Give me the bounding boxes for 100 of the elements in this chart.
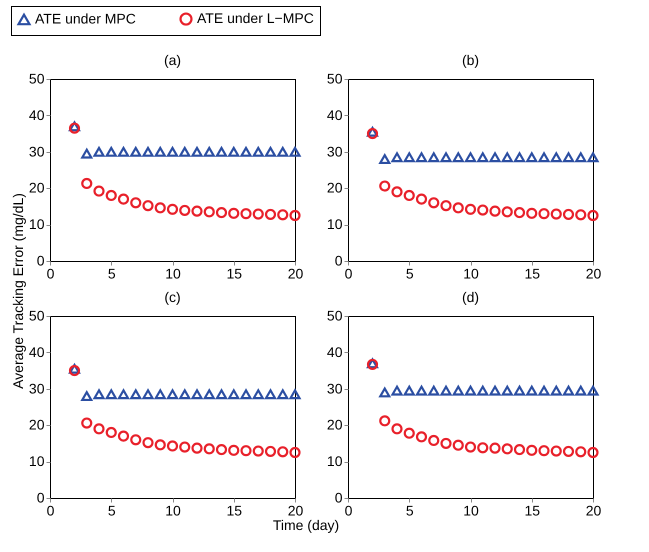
point	[289, 446, 301, 458]
y-tick-label: 0	[36, 252, 45, 268]
point	[204, 146, 215, 157]
point	[130, 434, 142, 446]
point	[452, 386, 464, 396]
point	[252, 208, 264, 220]
point	[404, 152, 415, 162]
point	[106, 389, 117, 400]
point	[166, 389, 178, 400]
point	[216, 444, 228, 456]
point	[440, 438, 452, 449]
point	[575, 209, 586, 220]
point	[81, 417, 92, 429]
point	[366, 126, 378, 137]
y-tick-label: 50	[326, 308, 343, 324]
point	[118, 146, 130, 157]
point	[464, 386, 476, 396]
point	[477, 152, 488, 162]
point	[277, 209, 288, 220]
y-tick-label: 50	[28, 70, 45, 86]
point	[550, 386, 562, 396]
x-tick-label: 5	[108, 266, 116, 282]
y-tick-label: 10	[28, 216, 45, 232]
point	[502, 206, 513, 218]
x-tick-label: 20	[288, 502, 304, 518]
point	[106, 426, 117, 438]
point	[289, 210, 301, 222]
point	[477, 204, 488, 216]
point	[379, 154, 390, 164]
point	[154, 146, 166, 157]
point	[142, 437, 154, 448]
point	[489, 386, 501, 396]
chart-title: (b)	[462, 52, 480, 68]
point	[277, 446, 288, 458]
point	[440, 200, 452, 212]
point	[562, 386, 574, 396]
point	[216, 207, 228, 218]
point	[366, 128, 378, 140]
y-tick-label: 20	[28, 416, 45, 433]
x-tick-label: 0	[46, 266, 55, 282]
y-tick-label: 20	[326, 180, 343, 196]
point	[216, 389, 228, 400]
point	[379, 180, 390, 192]
point	[416, 152, 428, 162]
point	[68, 121, 80, 132]
point	[191, 146, 203, 157]
point	[587, 152, 599, 162]
point	[93, 423, 105, 434]
point	[106, 146, 117, 157]
point	[404, 428, 415, 439]
point	[550, 152, 562, 162]
point	[502, 443, 513, 454]
x-tick-label: 10	[463, 266, 479, 282]
x-tick-label: 15	[524, 502, 540, 518]
point	[562, 208, 574, 220]
point	[489, 442, 501, 454]
x-tick-label: 0	[46, 502, 55, 518]
point	[154, 202, 166, 214]
point	[142, 389, 154, 400]
point	[477, 442, 488, 454]
point	[404, 386, 415, 396]
point	[228, 389, 240, 400]
point	[575, 152, 586, 162]
chart-title: (a)	[164, 52, 182, 68]
legend-label: ATE under L−MPC	[197, 10, 314, 26]
point	[191, 389, 203, 400]
point	[452, 440, 464, 451]
point	[289, 389, 301, 400]
point	[550, 208, 562, 220]
point	[130, 197, 142, 208]
point	[416, 386, 428, 396]
point	[464, 441, 476, 453]
point	[440, 386, 452, 396]
point	[514, 444, 526, 456]
x-tick-label: 10	[165, 266, 181, 282]
point	[93, 389, 105, 400]
point	[526, 208, 538, 219]
point	[391, 186, 403, 198]
point	[264, 146, 276, 157]
y-tick-label: 0	[334, 490, 343, 506]
point	[228, 146, 240, 157]
point	[264, 446, 276, 457]
point	[68, 122, 80, 134]
point	[575, 446, 586, 458]
chart-title: (c)	[164, 289, 181, 305]
point	[428, 386, 440, 396]
point	[130, 146, 142, 157]
point	[477, 386, 488, 396]
point	[81, 178, 92, 190]
x-tick-label: 5	[406, 502, 414, 518]
point	[514, 386, 526, 396]
point	[550, 445, 562, 457]
point	[228, 444, 240, 456]
point	[130, 389, 142, 400]
point	[81, 148, 92, 159]
y-tick-label: 30	[28, 143, 45, 160]
point	[514, 152, 526, 162]
y-tick-label: 10	[28, 453, 45, 470]
point	[489, 152, 501, 162]
point	[440, 152, 452, 162]
